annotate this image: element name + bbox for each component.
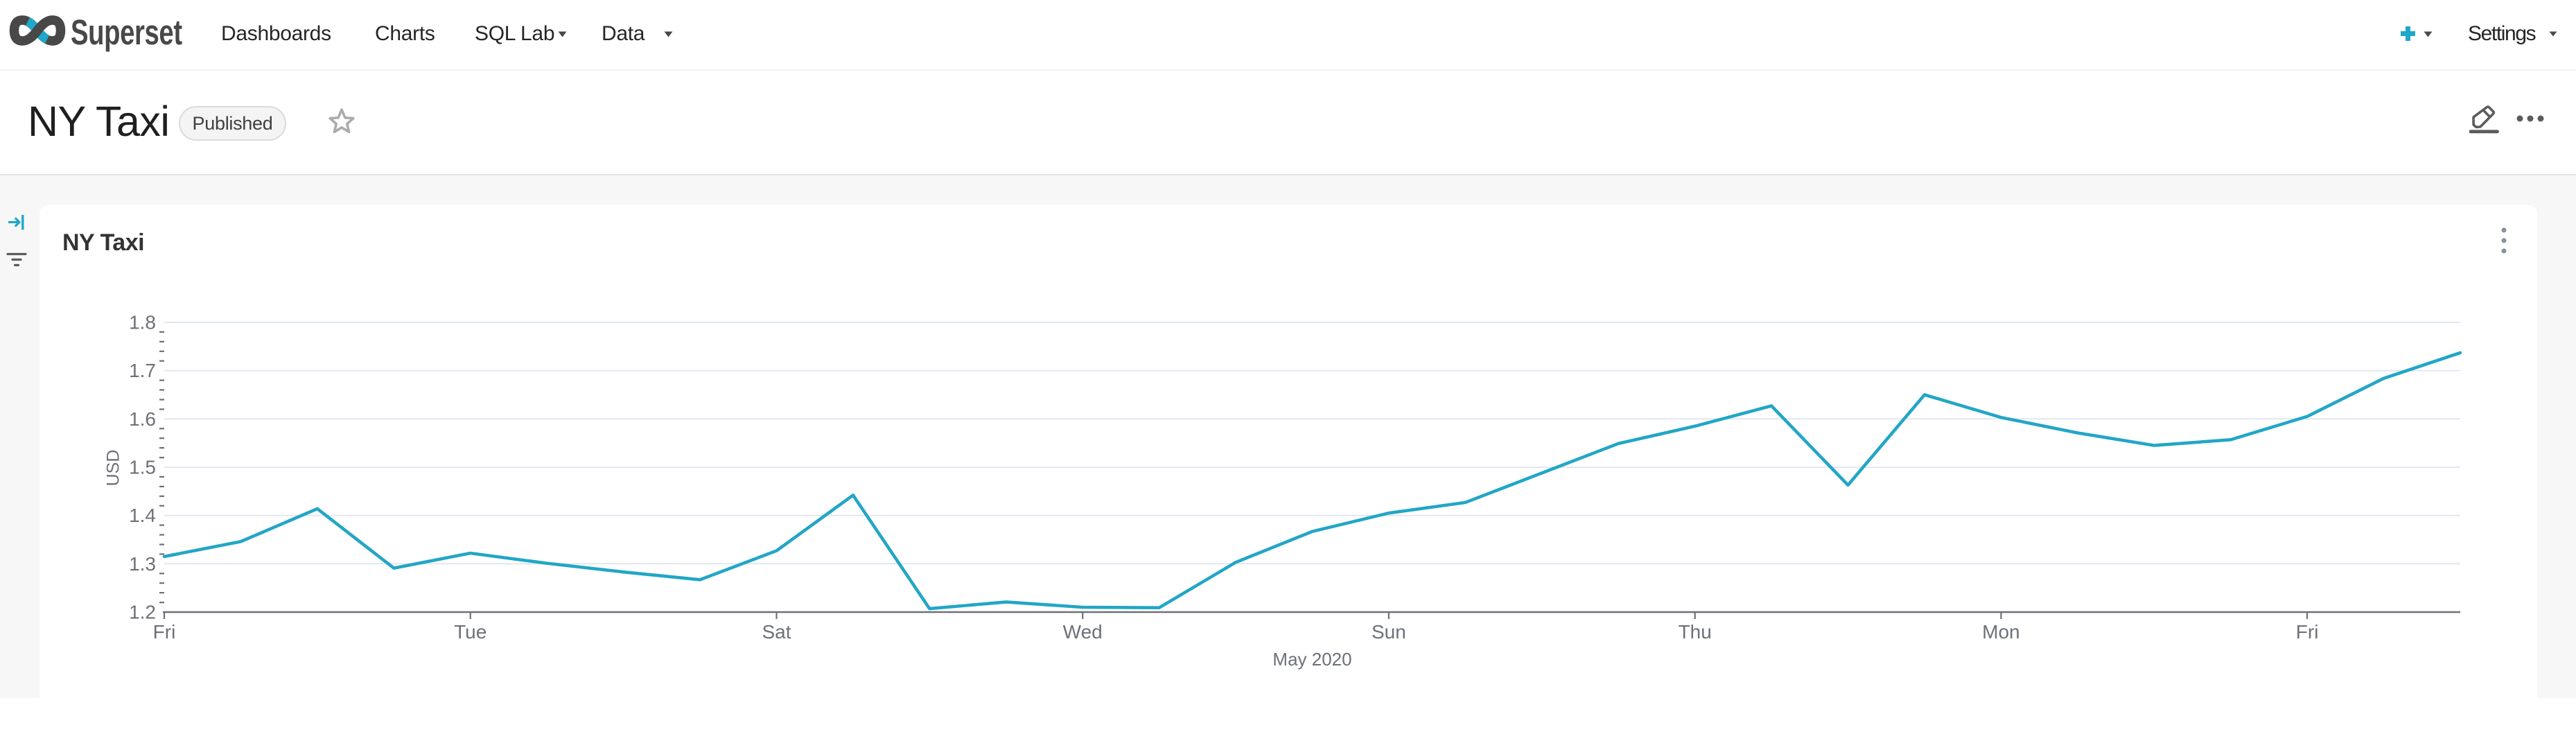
svg-text:USD: USD — [104, 450, 123, 487]
svg-text:May 2020: May 2020 — [1272, 649, 1351, 670]
svg-text:Fri: Fri — [153, 621, 176, 643]
svg-text:1.3: 1.3 — [129, 553, 156, 575]
svg-text:1.6: 1.6 — [129, 408, 156, 430]
svg-text:Sat: Sat — [762, 621, 791, 643]
svg-text:1.2: 1.2 — [129, 602, 156, 623]
svg-text:1.5: 1.5 — [129, 457, 156, 478]
svg-text:1.4: 1.4 — [129, 505, 156, 526]
svg-text:1.8: 1.8 — [129, 312, 156, 333]
svg-text:Tue: Tue — [454, 621, 487, 643]
svg-text:Mon: Mon — [1982, 621, 2019, 643]
svg-text:Sun: Sun — [1372, 621, 1406, 643]
svg-text:1.7: 1.7 — [129, 360, 156, 381]
svg-text:Thu: Thu — [1679, 621, 1712, 643]
svg-text:Fri: Fri — [2296, 621, 2319, 643]
svg-text:Wed: Wed — [1063, 621, 1103, 643]
